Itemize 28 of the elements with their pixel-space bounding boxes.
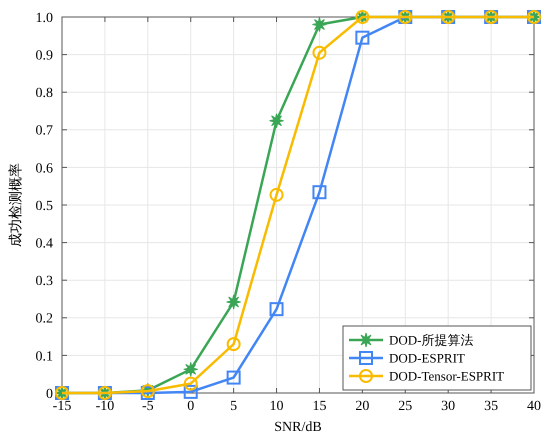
x-tick-label: -10 <box>96 399 114 414</box>
y-tick-label: 0.3 <box>36 274 53 290</box>
x-axis-title: SNR/dB <box>274 420 322 435</box>
x-tick-label: 35 <box>484 399 498 414</box>
y-tick-label: 0.8 <box>36 86 53 102</box>
legend-label: DOD-所提算法 <box>389 332 474 348</box>
y-tick-label: 0.6 <box>36 161 53 176</box>
y-tick-label: 0.9 <box>36 48 53 64</box>
x-tick-label: 5 <box>230 399 238 414</box>
y-tick-label: 0.1 <box>36 349 53 364</box>
x-tick-label: -5 <box>142 399 154 414</box>
x-tick-label: 25 <box>398 399 412 414</box>
y-tick-label: 0 <box>46 386 53 402</box>
x-tick-label: -15 <box>52 399 72 414</box>
y-tick-label: 0.7 <box>36 124 53 139</box>
y-axis-title: 成功检测概率 <box>8 163 24 247</box>
legend-label: DOD-ESPRIT <box>389 350 465 366</box>
x-tick-label: 15 <box>312 399 326 414</box>
legend-label: DOD-Tensor-ESPRIT <box>389 368 504 384</box>
y-tick-label: 0.4 <box>36 236 53 252</box>
y-tick-label: 1.0 <box>36 10 53 26</box>
x-tick-label: 20 <box>355 399 370 414</box>
y-tick-label: 0.5 <box>36 198 53 214</box>
y-tick-label: 0.2 <box>36 312 53 327</box>
x-tick-label: 30 <box>441 399 456 414</box>
x-tick-label: 40 <box>527 399 541 414</box>
x-tick-label: 0 <box>187 399 194 414</box>
x-tick-label: 10 <box>270 399 284 414</box>
